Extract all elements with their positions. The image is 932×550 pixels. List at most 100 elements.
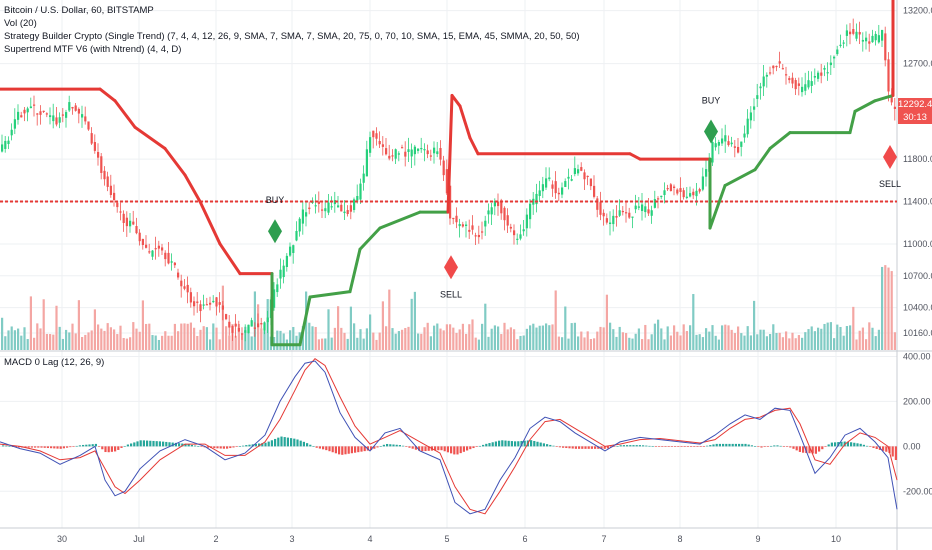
candle-body <box>452 217 455 220</box>
candle-body <box>20 115 23 118</box>
macd-histogram-bar <box>578 446 581 449</box>
volume-bar <box>65 329 68 350</box>
candle-body <box>401 147 404 149</box>
volume-bar <box>13 330 16 350</box>
candle-body <box>273 289 276 308</box>
candle-body <box>474 235 477 237</box>
supertrend-indicator-label[interactable]: Supertrend MTF V6 (with Ntrend) (4, 4, D… <box>4 44 182 55</box>
candle-body <box>65 112 68 118</box>
macd-histogram-bar <box>709 445 712 447</box>
macd-histogram-bar <box>763 446 766 448</box>
volume-bar <box>68 332 71 350</box>
macd-histogram-bar <box>798 446 801 452</box>
candle-body <box>298 218 301 232</box>
macd-histogram-bar <box>402 445 405 447</box>
volume-bar <box>829 322 832 350</box>
volume-bar <box>29 296 32 350</box>
volume-bar <box>157 339 160 350</box>
macd-histogram-bar <box>245 445 248 447</box>
volume-bar <box>381 301 384 350</box>
volume-bar <box>775 332 778 350</box>
candle-body <box>669 184 672 192</box>
volume-bar <box>260 328 263 350</box>
macd-histogram-bar <box>98 446 101 447</box>
macd-indicator-label[interactable]: MACD 0 Lag (12, 26, 9) <box>4 357 105 368</box>
macd-histogram-bar <box>386 443 389 447</box>
volume-bar <box>388 289 391 350</box>
macd-histogram-bar <box>488 443 491 447</box>
supertrend-segment <box>723 168 757 188</box>
volume-bar <box>858 330 861 350</box>
macd-histogram-bar <box>328 446 331 452</box>
volume-bar <box>113 329 116 350</box>
macd-histogram-bar <box>872 446 875 448</box>
macd-histogram-bar <box>238 446 241 447</box>
volume-bar <box>788 338 791 350</box>
macd-histogram-bar <box>411 446 414 449</box>
volume-bar <box>7 330 10 350</box>
volume-bar <box>535 327 538 350</box>
candle-body <box>426 150 429 155</box>
macd-histogram-bar <box>165 441 168 447</box>
macd-histogram-bar <box>760 446 763 448</box>
macd-histogram-bar <box>725 443 728 447</box>
macd-histogram-bar <box>469 446 472 450</box>
candle-body <box>461 224 464 227</box>
supertrend-segment <box>708 184 727 230</box>
volume-bar <box>804 332 807 350</box>
candle-body <box>173 262 176 266</box>
volume-bar <box>135 328 138 350</box>
macd-histogram-bar <box>30 446 33 448</box>
volume-bar <box>637 328 640 350</box>
volume-bar <box>839 326 842 350</box>
volume-bar <box>599 326 602 350</box>
candle-body <box>570 179 573 181</box>
candle-body <box>740 141 743 147</box>
candle-body <box>535 193 538 205</box>
candle-body <box>170 261 173 263</box>
time-axis-label: 2 <box>213 534 218 544</box>
candle-body <box>577 169 580 174</box>
volume-bar <box>753 300 756 350</box>
macd-histogram-bar <box>59 446 62 449</box>
macd-histogram-bar <box>747 444 750 447</box>
volume-bar <box>884 265 887 350</box>
candle-body <box>509 226 512 229</box>
macd-histogram-bar <box>869 446 872 447</box>
volume-bar <box>71 323 74 350</box>
macd-histogram-bar <box>584 446 587 449</box>
macd-histogram-bar <box>203 446 206 448</box>
volume-bar <box>81 337 84 350</box>
macd-histogram-bar <box>309 444 312 447</box>
macd-histogram-bar <box>597 446 600 449</box>
time-axis-label: 10 <box>831 534 841 544</box>
macd-histogram-bar <box>734 443 737 447</box>
macd-histogram-bar <box>34 446 37 448</box>
macd-histogram-bar <box>318 446 321 449</box>
symbol-title[interactable]: Bitcoin / U.S. Dollar, 60, BITSTAMP <box>4 5 154 16</box>
macd-histogram-bar <box>677 446 680 447</box>
volume-bar <box>167 335 170 350</box>
candle-body <box>634 205 637 210</box>
candle-body <box>871 35 874 43</box>
candle-body <box>7 140 10 145</box>
candle-body <box>705 169 708 177</box>
volume-bar <box>506 329 509 350</box>
strategy-indicator-label[interactable]: Strategy Builder Crypto (Single Trend) (… <box>4 31 580 42</box>
candle-body <box>749 112 752 121</box>
macd-histogram-bar <box>322 446 325 450</box>
candle-body <box>561 187 564 195</box>
candle-body <box>58 117 61 123</box>
volume-indicator-label[interactable]: Vol (20) <box>4 18 37 29</box>
candle-body <box>183 286 186 289</box>
candle-body <box>884 33 887 61</box>
time-axis-label: 9 <box>755 534 760 544</box>
candle-body <box>180 280 183 287</box>
candle-body <box>1 144 4 152</box>
volume-bar <box>90 330 93 350</box>
candle-body <box>330 206 333 208</box>
volume-bar <box>452 327 455 350</box>
macd-histogram-bar <box>242 445 245 447</box>
candle-body <box>119 211 122 213</box>
